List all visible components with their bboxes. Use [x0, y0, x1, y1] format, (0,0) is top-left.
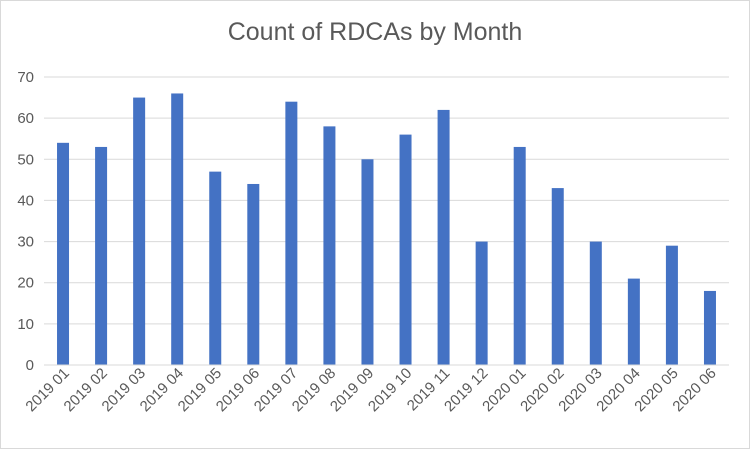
bar	[399, 134, 412, 365]
y-tick-label: 60	[17, 110, 34, 127]
bar	[209, 171, 222, 365]
y-tick-label: 0	[26, 357, 34, 374]
bar	[703, 290, 716, 365]
bar	[665, 245, 678, 365]
bar	[551, 188, 564, 365]
y-tick-label: 20	[17, 275, 34, 292]
y-tick-label: 30	[17, 234, 34, 251]
bar	[323, 126, 336, 365]
bar	[513, 146, 526, 365]
bar	[475, 241, 488, 365]
gridlines	[44, 76, 729, 325]
bar	[627, 278, 640, 365]
y-tick-label: 10	[17, 316, 34, 333]
bar	[437, 109, 450, 366]
chart-title: Count of RDCAs by Month	[227, 18, 523, 46]
bar	[95, 146, 108, 365]
bar	[285, 101, 298, 365]
y-tick-label: 40	[17, 192, 34, 209]
y-tick-label: 70	[17, 69, 34, 86]
bars	[57, 93, 716, 366]
bar	[361, 159, 374, 365]
y-axis-ticks: 0 10 20 30 40 50 60 70	[17, 69, 34, 374]
bar	[133, 97, 146, 366]
bar	[57, 142, 70, 365]
bar	[589, 241, 602, 365]
bar	[171, 93, 184, 365]
bar	[247, 183, 260, 365]
y-tick-label: 50	[17, 151, 34, 168]
